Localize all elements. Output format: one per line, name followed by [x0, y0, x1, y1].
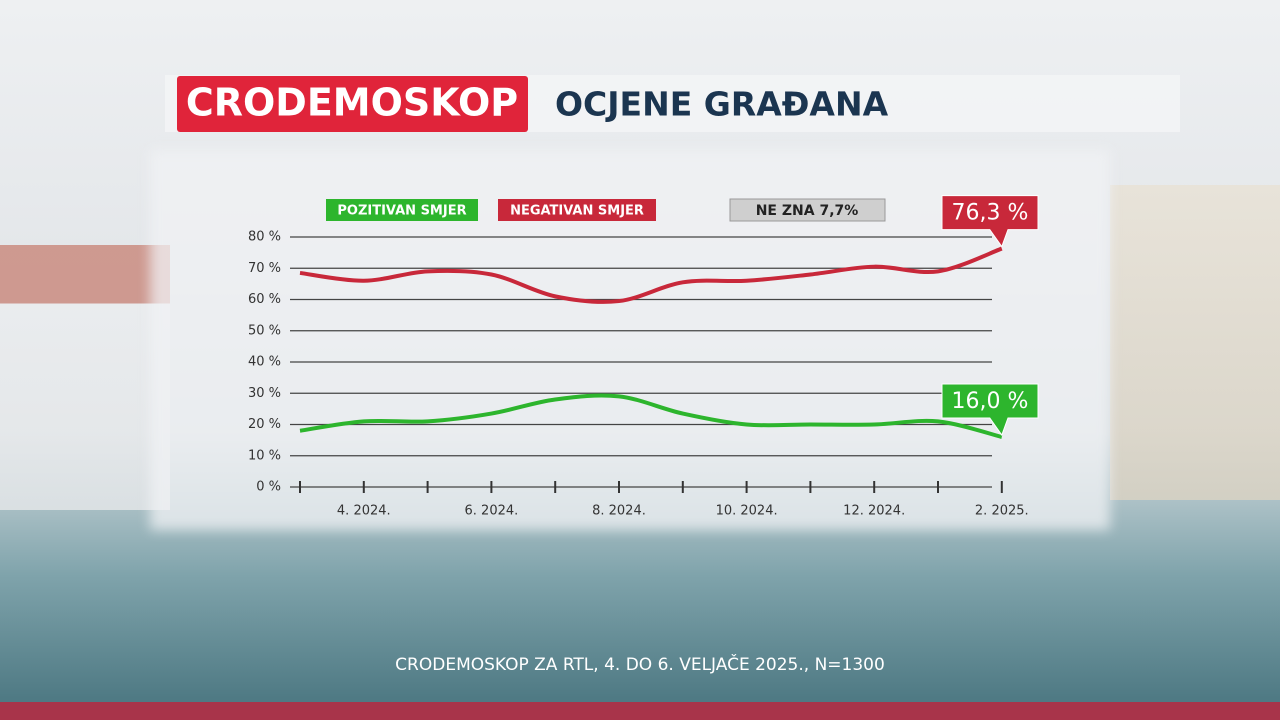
brand-box	[177, 76, 528, 132]
building-left	[0, 245, 170, 510]
y-tick-label: 60 %	[248, 292, 281, 307]
x-tick-label: 8. 2024.	[592, 504, 646, 519]
legend-box	[498, 199, 656, 221]
brand: CRODEMOSKOP	[186, 81, 518, 125]
y-tick-label: 40 %	[248, 355, 281, 370]
callout	[941, 195, 1039, 248]
source: CRODEMOSKOP ZA RTL, 4. DO 6. VELJAČE 202…	[395, 653, 885, 675]
y-tick-label: 20 %	[248, 417, 281, 432]
bottom-bar	[0, 702, 1280, 720]
callout	[941, 383, 1039, 437]
legend-box	[326, 199, 478, 221]
x-tick-label: 10. 2024.	[716, 504, 778, 519]
y-tick-label: 70 %	[248, 261, 281, 276]
series-line	[299, 246, 1003, 304]
legend-label: POZITIVAN SMJER	[337, 204, 466, 219]
annotation-box	[729, 198, 886, 222]
y-tick-label: 30 %	[248, 386, 281, 401]
title: OCJENE GRAĐANA	[555, 85, 889, 124]
annotation: NE ZNA 7,7%	[756, 203, 859, 219]
value-label: 76,3 %	[952, 201, 1029, 226]
x-tick-label: 2. 2025.	[975, 504, 1029, 519]
y-tick-label: 50 %	[248, 323, 281, 338]
x-tick-label: 4. 2024.	[337, 504, 391, 519]
y-tick-label: 80 %	[248, 230, 281, 245]
value-label: 16,0 %	[952, 389, 1029, 414]
series-line	[299, 393, 1003, 439]
y-tick-label: 0 %	[256, 480, 281, 495]
building-right	[1110, 185, 1280, 500]
y-tick-label: 10 %	[248, 448, 281, 463]
x-tick-label: 12. 2024.	[843, 504, 905, 519]
x-tick-label: 6. 2024.	[465, 504, 519, 519]
legend-label: NEGATIVAN SMJER	[510, 204, 644, 219]
